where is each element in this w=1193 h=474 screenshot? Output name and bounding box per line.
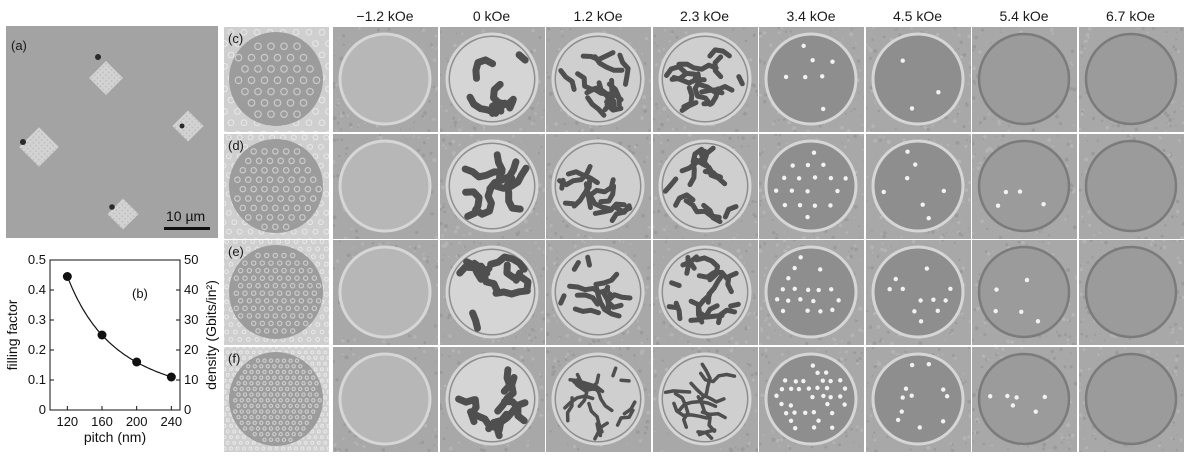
pattern-design-thumbnail: (d)	[224, 133, 329, 239]
field-column-header: −1.2 kOe	[356, 8, 414, 24]
y-tick-label: 0.2	[28, 342, 46, 357]
panel-a-image	[6, 26, 218, 238]
domain-image	[333, 133, 438, 239]
row-panel-label: (e)	[228, 244, 244, 259]
y-tick-label: 0	[39, 402, 46, 417]
field-column-header: 0 kOe	[472, 8, 511, 24]
x-tick-label: 160	[91, 414, 113, 429]
domain-image	[865, 27, 971, 132]
domain-image	[865, 133, 971, 239]
domain-image	[333, 346, 438, 452]
field-column-header: 6.7 kOe	[1105, 8, 1156, 24]
y-tick-label: 0.3	[28, 312, 46, 327]
domain-image	[759, 240, 864, 345]
y2-tick-label: 30	[184, 312, 198, 327]
row-panel-label: (f)	[228, 350, 241, 366]
data-point	[166, 372, 176, 382]
domain-image	[652, 240, 758, 345]
panel-b-label: (b)	[132, 286, 148, 301]
y-tick-label: 0.5	[28, 252, 46, 267]
field-column-header: 5.4 kOe	[999, 8, 1049, 24]
domain-image	[1078, 133, 1184, 239]
domain-image	[439, 133, 545, 239]
domain-image	[972, 346, 1077, 452]
domain-image	[546, 133, 651, 239]
y-axis-label: filling factor	[4, 299, 20, 370]
domain-image	[439, 240, 545, 345]
domain-image	[1078, 240, 1184, 345]
y2-tick-label: 50	[184, 252, 198, 267]
diamond-bottom	[107, 198, 139, 230]
domain-image	[865, 240, 971, 345]
x-tick-label: 200	[126, 414, 148, 429]
field-column-header: 1.2 kOe	[573, 8, 623, 24]
domain-image	[759, 27, 864, 132]
domain-image	[1078, 27, 1184, 132]
domain-image	[865, 346, 971, 452]
scale-bar-label: 10 µm	[166, 208, 206, 224]
plot-frame	[49, 259, 181, 411]
row-panel-label: (d)	[228, 137, 244, 153]
y-tick-label: 0.4	[28, 282, 46, 297]
y2-tick-label: 0	[184, 402, 191, 417]
filling-factor-chart: 0 0.1 0.2 0.3 0.4 0.5 0 10 20 30 40 50 120 160 200 240 (…	[4, 252, 219, 445]
panel-a-label: (a)	[11, 38, 27, 53]
domain-image	[333, 240, 438, 345]
domain-image	[652, 133, 758, 239]
row-panel-label: (c)	[228, 31, 244, 46]
diamond-right	[172, 110, 204, 142]
scale-bar	[164, 227, 210, 230]
data-point	[97, 330, 107, 340]
diamond-left	[19, 127, 59, 167]
domain-image	[759, 133, 864, 239]
domain-image	[546, 240, 651, 345]
field-column-header: 3.4 kOe	[786, 8, 836, 24]
domain-image	[1078, 346, 1184, 452]
y2-tick-label: 10	[184, 372, 198, 387]
y2-axis-label: density (Gbits/in²)	[203, 280, 219, 390]
domain-image	[972, 27, 1077, 132]
domain-image	[972, 133, 1077, 239]
y2-tick-label: 40	[184, 282, 198, 297]
domain-image	[546, 27, 651, 132]
field-column-header: 4.5 kOe	[892, 8, 943, 24]
fit-curve	[66, 276, 172, 378]
pattern-design-thumbnail: (e)	[224, 240, 329, 345]
domain-image	[652, 27, 758, 132]
panel-a-micrograph: (a) 10 µm	[6, 26, 218, 238]
x-tick-label: 240	[160, 414, 182, 429]
pattern-design-thumbnail: (c)	[224, 27, 329, 132]
pattern-design-thumbnail: (f)	[224, 346, 329, 452]
domain-image	[439, 346, 545, 452]
x-axis-label: pitch (nm)	[84, 429, 146, 445]
domain-image	[652, 346, 758, 452]
domain-image	[546, 346, 651, 452]
domain-image	[439, 27, 545, 132]
domain-image	[759, 346, 864, 452]
field-column-header: 2.3 kOe	[679, 8, 730, 24]
domain-image	[333, 27, 438, 132]
domain-image	[972, 240, 1077, 345]
data-point	[132, 357, 142, 367]
data-point	[62, 272, 72, 281]
y2-tick-label: 20	[184, 342, 198, 357]
y-tick-label: 0.1	[28, 372, 46, 387]
x-tick-label: 120	[56, 414, 78, 429]
panel-b-chart: 0 0.1 0.2 0.3 0.4 0.5 0 10 20 30 40 50 120 160 200 240 (…	[0, 248, 230, 474]
